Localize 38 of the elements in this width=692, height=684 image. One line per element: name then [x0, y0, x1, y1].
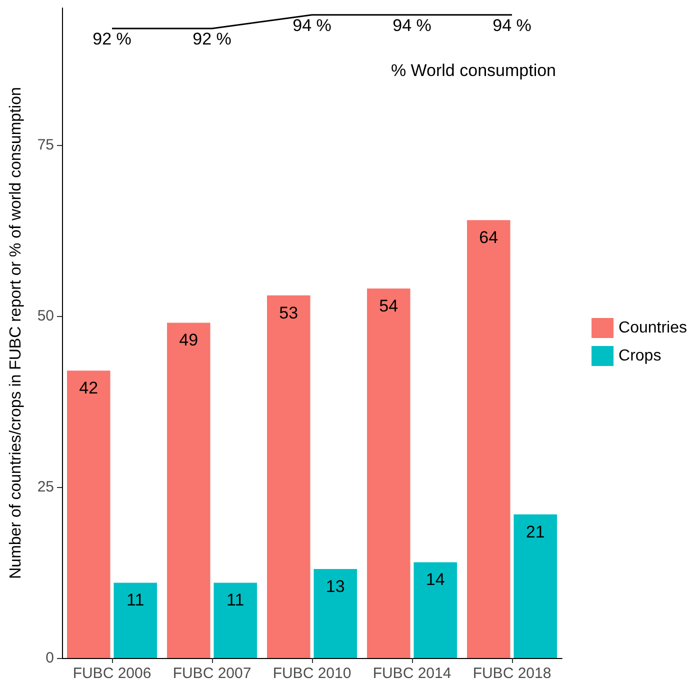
data-label: 92 % — [92, 30, 132, 49]
data-label: 94 % — [292, 16, 332, 35]
data-label: 49 — [179, 330, 198, 350]
data-label: 13 — [326, 577, 345, 596]
bar — [467, 220, 510, 658]
data-label: 14 — [426, 570, 445, 590]
data-label: 53 — [279, 303, 298, 322]
y-tick-label: 25 — [37, 478, 54, 496]
bar — [314, 569, 357, 658]
legend-label: Crops — [618, 348, 662, 364]
x-tick-label: FUBC 2010 — [272, 665, 352, 682]
text: % World consumption — [390, 61, 556, 80]
data-label: 94 % — [392, 16, 432, 35]
bar — [267, 295, 310, 658]
x-tick-label: FUBC 2018 — [472, 665, 552, 682]
data-label: 42 — [79, 378, 98, 398]
x-tick-label: FUBC 2007 — [172, 665, 252, 682]
data-label: 11 — [126, 590, 144, 610]
x-tick-label: FUBC 2014 — [372, 665, 452, 682]
bar — [67, 370, 110, 658]
data-label: 11 — [226, 590, 244, 610]
y-tick-label: 75 — [37, 136, 54, 154]
data-label: 54 — [379, 296, 398, 316]
data-label: 64 — [479, 228, 498, 248]
y-tick-label: 50 — [37, 307, 54, 324]
bar — [214, 582, 257, 658]
y-tick-label: 0 — [46, 650, 54, 666]
y-axis-title: Number of countries/crops in FUBC report or % of world consumption — [8, 87, 24, 579]
data-label: 92 % — [192, 30, 232, 49]
bar — [167, 322, 210, 658]
bar — [514, 514, 557, 658]
bar — [414, 562, 457, 658]
legend-label: Countries — [618, 320, 688, 336]
data-label: 94 % — [492, 16, 532, 35]
bar — [114, 582, 157, 658]
bar — [367, 288, 410, 658]
x-tick-label: FUBC 2006 — [72, 665, 152, 682]
data-label: 21 — [526, 522, 545, 542]
